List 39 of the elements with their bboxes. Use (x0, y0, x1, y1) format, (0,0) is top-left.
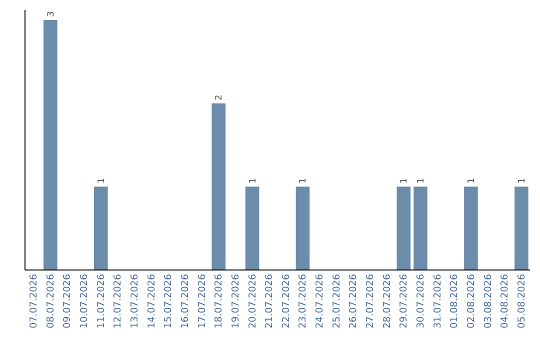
x-tick-label: 14.07.2026 (146, 274, 158, 328)
x-tick-label: 22.07.2026 (280, 274, 292, 328)
x-tick-label: 26.07.2026 (348, 274, 360, 328)
x-tick-label: 05.08.2026 (516, 274, 528, 328)
x-tick-label: 23.07.2026 (298, 274, 309, 328)
x-tick-label: 07.07.2026 (28, 274, 40, 328)
x-tick-label: 29.07.2026 (398, 274, 410, 328)
x-tick-label: 19.07.2026 (230, 274, 242, 328)
x-tick-label: 20.07.2026 (247, 274, 258, 328)
data-label: 1 (416, 178, 426, 184)
x-tick-label: 13.07.2026 (130, 274, 141, 328)
data-label: 1 (517, 178, 528, 184)
x-tick-label: 11.07.2026 (96, 274, 107, 328)
x-tick-label: 18.07.2026 (214, 274, 225, 328)
data-label: 2 (214, 94, 225, 100)
x-tick-label: 08.07.2026 (45, 274, 56, 328)
data-label: 1 (96, 178, 107, 184)
data-label: 3 (46, 11, 56, 17)
x-tick-label: 09.07.2026 (62, 274, 74, 328)
x-tick-label: 12.07.2026 (112, 274, 124, 328)
x-tick-label: 15.07.2026 (163, 274, 174, 328)
x-tick-label: 04.08.2026 (500, 274, 511, 328)
x-tick-label: 03.08.2026 (482, 274, 494, 328)
x-tick-label: 28.07.2026 (382, 274, 393, 328)
x-tick-label: 24.07.2026 (314, 274, 326, 328)
data-label: 1 (248, 178, 258, 184)
x-tick-label: 25.07.2026 (331, 274, 342, 328)
x-tick-label: 17.07.2026 (196, 274, 208, 328)
x-tick-label: 31.07.2026 (432, 274, 444, 328)
x-tick-label: 02.08.2026 (466, 274, 477, 328)
x-tick-label: 01.08.2026 (449, 274, 460, 328)
data-label: 1 (400, 178, 410, 184)
x-tick-label: 30.07.2026 (415, 274, 426, 328)
data-label: 1 (298, 178, 309, 184)
x-tick-label: 21.07.2026 (264, 274, 276, 328)
data-label: 1 (466, 178, 477, 184)
x-tick-label: 27.07.2026 (365, 274, 376, 328)
x-tick-label: 10.07.2026 (79, 274, 90, 328)
x-tick-label: 16.07.2026 (180, 274, 191, 328)
